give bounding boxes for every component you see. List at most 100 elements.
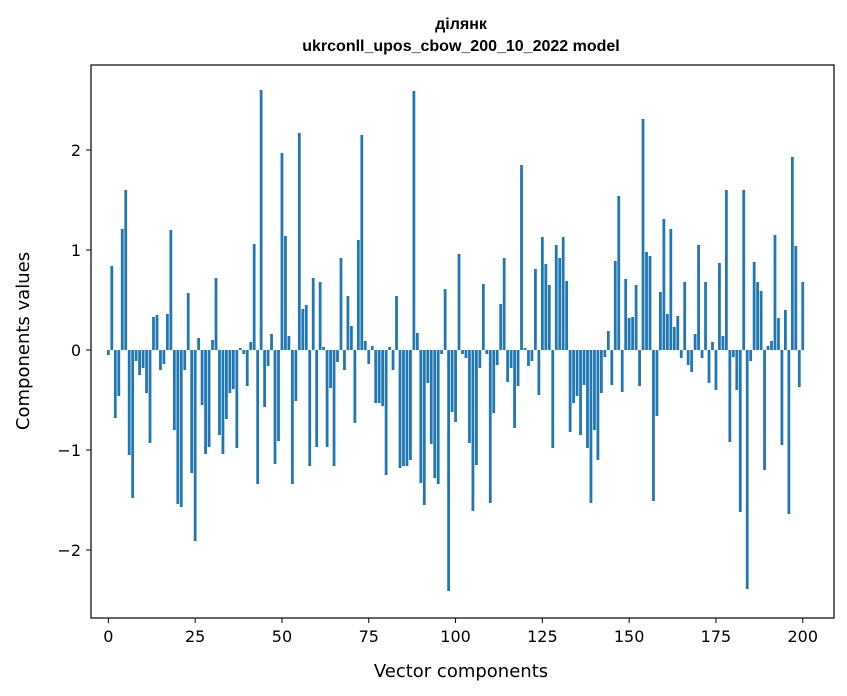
bar xyxy=(332,350,336,466)
bar xyxy=(582,350,586,385)
bar xyxy=(606,331,610,350)
bar xyxy=(200,350,204,405)
bar xyxy=(468,350,471,443)
bar xyxy=(197,338,201,350)
bar xyxy=(464,350,468,358)
bar xyxy=(353,350,357,423)
bar xyxy=(405,350,409,466)
bar xyxy=(665,314,669,350)
bar xyxy=(225,350,228,419)
bar xyxy=(325,350,329,447)
bar xyxy=(752,262,756,350)
bar xyxy=(749,350,753,361)
bar xyxy=(329,350,332,388)
bar xyxy=(356,240,360,350)
bar xyxy=(231,350,235,389)
bar xyxy=(339,258,343,350)
x-tick-label: 200 xyxy=(787,627,818,646)
bar xyxy=(270,334,273,350)
bar xyxy=(287,336,291,350)
bar xyxy=(395,296,398,350)
y-tick-label: −1 xyxy=(57,441,81,460)
bar xyxy=(565,281,569,350)
bar xyxy=(773,235,777,350)
bar xyxy=(120,229,124,350)
bar xyxy=(117,350,121,396)
bar xyxy=(124,190,128,350)
bar xyxy=(506,350,510,382)
bar-series xyxy=(106,90,805,591)
bar xyxy=(641,119,645,350)
bar xyxy=(697,245,700,350)
bar xyxy=(374,350,378,403)
bar xyxy=(190,350,194,473)
x-tick-label: 125 xyxy=(527,627,558,646)
bar xyxy=(422,350,426,505)
bar xyxy=(311,278,315,350)
bar xyxy=(384,350,388,475)
bar xyxy=(433,350,437,478)
bar xyxy=(391,350,395,370)
bar xyxy=(475,350,478,465)
bar xyxy=(176,350,180,504)
bar xyxy=(419,350,423,483)
bar xyxy=(447,350,450,591)
bar xyxy=(169,230,173,350)
bar xyxy=(731,350,735,357)
bar xyxy=(443,289,447,350)
bar xyxy=(554,245,558,350)
bar xyxy=(738,350,742,512)
bar xyxy=(721,336,725,350)
bar xyxy=(172,350,176,430)
bar xyxy=(547,285,551,350)
bar xyxy=(360,135,364,350)
bar xyxy=(461,350,464,354)
bar xyxy=(790,157,794,350)
x-tick-label: 100 xyxy=(440,627,471,646)
bar xyxy=(346,296,350,350)
bar xyxy=(242,350,246,354)
bar xyxy=(481,284,485,350)
bar xyxy=(603,350,607,357)
bar xyxy=(540,237,544,350)
bar xyxy=(499,304,503,350)
bar xyxy=(388,347,391,350)
bar xyxy=(801,282,805,350)
bar xyxy=(211,340,214,350)
bar xyxy=(301,309,305,350)
bar xyxy=(377,350,381,403)
bar xyxy=(145,350,148,393)
bar xyxy=(322,347,326,350)
bar xyxy=(440,350,444,354)
bar xyxy=(259,90,263,350)
bar xyxy=(471,350,475,511)
bar xyxy=(297,133,301,350)
bar xyxy=(627,318,631,350)
bar xyxy=(457,254,461,350)
bar xyxy=(707,350,711,383)
bar xyxy=(315,350,319,447)
bar xyxy=(655,350,659,416)
bar xyxy=(527,350,530,366)
bar xyxy=(363,341,367,350)
bar xyxy=(186,293,190,350)
bar xyxy=(551,350,555,448)
bar xyxy=(370,346,374,350)
y-axis-ticks: −2 −1 0 1 2 xyxy=(57,141,91,560)
bar xyxy=(700,350,704,358)
bar xyxy=(742,190,746,350)
bar xyxy=(714,350,718,390)
bar xyxy=(610,350,614,385)
bar xyxy=(638,350,641,386)
bar xyxy=(724,190,728,350)
bar xyxy=(579,350,582,435)
bar xyxy=(586,350,589,448)
bar xyxy=(718,263,721,350)
bar xyxy=(735,350,739,390)
bar xyxy=(558,258,562,350)
bar xyxy=(624,279,628,350)
bar xyxy=(152,317,155,350)
bar xyxy=(672,327,676,350)
bar xyxy=(162,350,166,364)
bar xyxy=(492,350,496,413)
